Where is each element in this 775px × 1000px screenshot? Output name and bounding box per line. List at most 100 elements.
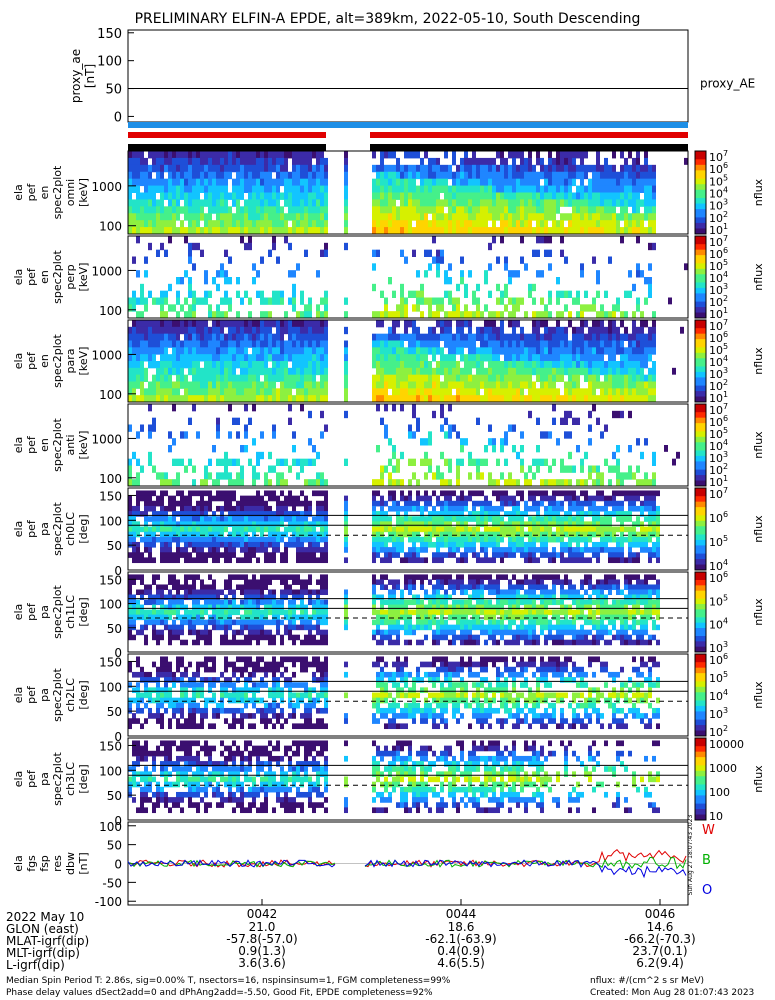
spectrogram-cell [488,227,492,235]
spectrogram-cell [232,552,236,558]
spectrogram-cell [216,192,220,200]
spectrogram-cell [240,505,244,512]
spectrogram-cell [568,199,572,207]
spectrogram-cell [484,395,488,403]
spectrogram-cell [308,297,312,305]
spectrogram-cell [596,367,600,376]
spectrogram-cell [160,547,164,553]
spectrogram-cell [316,490,320,497]
spectrogram-cell [268,479,272,487]
spectrogram-cell [652,451,656,460]
spectrogram-cell [220,472,224,480]
spectrogram-cell [312,320,316,328]
spectrogram-cell [196,347,200,355]
spectrogram-cell [608,171,612,180]
spectrogram-cell [592,347,596,355]
spectrogram-cell [344,521,348,528]
spectrogram-cell [596,526,600,533]
spectrogram-cell [484,557,488,564]
spectrogram-cell [616,547,620,553]
spectrogram-cell [172,227,176,235]
spectrogram-cell [224,171,228,180]
spectrogram-cell [508,178,512,187]
spectrogram-cell [292,326,296,335]
spectrogram-cell [148,326,152,335]
spectrogram-cell [464,381,468,389]
spectrogram-cell [552,381,556,389]
spectrogram-cell [484,213,488,221]
spectrogram-cell [452,311,456,319]
spectrogram-cell [464,505,468,512]
spectrogram-cell [188,213,192,221]
spectrogram-cell [224,199,228,207]
spectrogram-cell [596,171,600,180]
spectrogram-cell [252,185,256,193]
spectrogram-cell [484,495,488,502]
spectrogram-cell [432,326,436,335]
spectrogram-cell [316,500,320,507]
spectrogram-cell [628,374,632,382]
spectrogram-cell [264,536,268,543]
spectrogram-cell [648,374,652,382]
spectrogram-cell [448,381,452,389]
spectrogram-cell [168,340,172,348]
spectrogram-cell [344,326,348,335]
spectrogram-cell [200,479,204,487]
spectrogram-cell [144,192,148,200]
spectrogram-cell [420,157,424,166]
spectrogram-cell [180,500,184,507]
spectrogram-cell [628,220,632,228]
spectrogram-cell [460,333,464,341]
spectrogram-cell [300,185,304,193]
spectrogram-cell [396,388,400,396]
spectrogram-cell [172,185,176,193]
spectrogram-cell [316,472,320,480]
spectrogram-cell [292,164,296,173]
spectrogram-cell [384,465,388,473]
spectrogram-cell [588,185,592,193]
spectrogram-cell [456,283,460,292]
spectrogram-cell [384,552,388,558]
spectrogram-cell [504,171,508,180]
spectrogram-cell [248,388,252,396]
spectrogram-cell [184,178,188,187]
spectrogram-cell [284,531,288,538]
spectrogram-cell [544,531,548,538]
spectrogram-cell [252,516,256,522]
spectrogram-cell [652,185,656,193]
spectrogram-cell [468,354,472,362]
spectrogram-cell [456,495,460,502]
spectrogram-cell [580,500,584,507]
spectrogram-cell [188,283,192,292]
spectrogram-cell [292,500,296,507]
spectrogram-cell [488,516,492,522]
spectrogram-cell [452,505,456,512]
spectrogram-cell [460,516,464,522]
spectrogram-cell [376,526,380,533]
spectrogram-cell [144,388,148,396]
spectrogram-cell [280,521,284,528]
spectrogram-cell [244,511,248,517]
spectrogram-cell [136,479,140,487]
spectrogram-cell [644,395,648,403]
spectrogram-cell [188,151,192,159]
spectrogram-cell [492,531,496,538]
spectrogram-cell [148,388,152,396]
spectrogram-cell [620,192,624,200]
spectrogram-cell [304,500,308,507]
spectrogram-cell [536,531,540,538]
spectrogram-cell [568,151,572,159]
spectrogram-cell [268,164,272,173]
spectrogram-cell [464,290,468,298]
spectrogram-cell [612,185,616,193]
spectrogram-cell [472,192,476,200]
spectrogram-cell [372,347,376,355]
spectrogram-cell [172,178,176,187]
spectrogram-cell [604,526,608,533]
spectrogram-cell [480,511,484,517]
spectrogram-cell [384,388,388,396]
spectrogram-cell [532,192,536,200]
spectrogram-cell [204,185,208,193]
spectrogram-cell [308,199,312,207]
spectrogram-cell [468,333,472,341]
